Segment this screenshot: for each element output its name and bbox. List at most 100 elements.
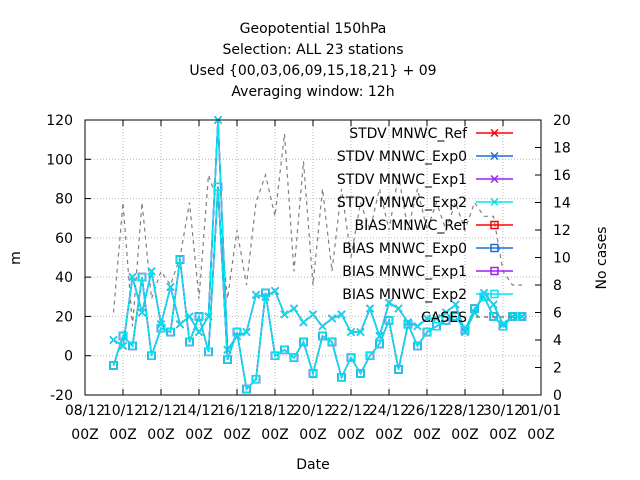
data-point xyxy=(451,300,460,309)
legend-marker xyxy=(490,243,499,253)
legend-entry: BIAS MNWC_Exp1 xyxy=(342,264,513,280)
x-tick-label-date: 18/12 xyxy=(255,403,295,419)
data-point xyxy=(232,327,242,337)
x-tick-label-date: 28/12 xyxy=(445,403,485,419)
data-point xyxy=(166,327,175,337)
x-tick-label-hour: 00Z xyxy=(527,427,554,443)
data-point xyxy=(308,369,318,378)
legend-entry: BIAS MNWC_Exp0 xyxy=(342,241,513,257)
chart-title: Geopotential 150hPa Selection: ALL 23 st… xyxy=(189,21,436,100)
legend-label: BIAS MNWC_Exp0 xyxy=(342,241,467,257)
y2-tick-label: 20 xyxy=(553,113,571,129)
marker-stroke xyxy=(490,151,499,161)
marker-stroke xyxy=(194,328,204,337)
x-tick-label-hour: 00Z xyxy=(413,427,440,443)
data-point xyxy=(289,353,299,362)
marker-stroke xyxy=(337,310,346,319)
x-tick-label-hour: 00Z xyxy=(71,427,98,443)
data-point xyxy=(109,361,118,370)
data-point xyxy=(460,325,470,335)
y2-tick-label: 14 xyxy=(553,196,571,212)
marker-stroke xyxy=(451,300,460,309)
marker-stroke xyxy=(490,197,499,207)
legend-label: STDV MNWC_Exp0 xyxy=(337,149,467,165)
data-point xyxy=(280,345,289,355)
marker-stroke xyxy=(280,310,289,319)
marker-stroke xyxy=(490,128,499,138)
data-point xyxy=(451,312,460,321)
data-point xyxy=(299,318,308,327)
data-point xyxy=(422,314,432,323)
data-point xyxy=(128,273,137,282)
legend-entry: BIAS MNWC_Ref xyxy=(355,218,513,234)
data-point xyxy=(422,327,432,337)
data-point xyxy=(299,337,308,347)
x-tick-label-hour: 00Z xyxy=(489,427,516,443)
data-point xyxy=(394,365,403,374)
y2-tick-label: 4 xyxy=(553,333,562,349)
y-tick-label: 100 xyxy=(46,152,73,168)
y2-tick-label: 12 xyxy=(553,223,571,239)
y-tick-label: 60 xyxy=(55,231,73,247)
data-point xyxy=(318,331,327,341)
marker-stroke xyxy=(308,310,318,319)
y2-tick-label: 0 xyxy=(553,388,562,404)
marker-stroke xyxy=(432,314,441,323)
data-point xyxy=(213,182,223,192)
data-point xyxy=(346,328,356,337)
marker-stroke xyxy=(109,335,118,345)
data-point xyxy=(147,351,156,360)
x-tick-label-date: 22/12 xyxy=(331,403,371,419)
data-point xyxy=(365,351,375,360)
data-point xyxy=(194,312,204,321)
marker-stroke xyxy=(147,267,156,276)
marker-stroke xyxy=(490,174,499,184)
data-point xyxy=(242,328,251,337)
data-point xyxy=(460,328,470,337)
data-point xyxy=(470,304,479,313)
x-tick-label-date: 16/12 xyxy=(217,403,257,419)
x-tick-label-hour: 00Z xyxy=(261,427,288,443)
data-point xyxy=(166,282,175,291)
data-point xyxy=(441,308,451,317)
data-point xyxy=(156,323,166,333)
data-point xyxy=(346,353,356,362)
plot-frame xyxy=(84,119,542,396)
legend-label: CASES xyxy=(421,310,467,326)
data-point xyxy=(432,322,441,331)
data-point xyxy=(242,384,251,394)
data-point xyxy=(375,339,384,349)
series-line xyxy=(112,186,522,391)
data-point xyxy=(384,316,394,325)
x-tick-label-date: 24/12 xyxy=(369,403,409,419)
marker-stroke xyxy=(251,290,261,299)
data-point xyxy=(109,335,118,345)
data-point xyxy=(403,318,413,327)
data-point xyxy=(194,328,204,337)
marker-stroke xyxy=(498,320,508,329)
marker-stroke xyxy=(166,282,175,291)
data-point xyxy=(327,337,337,347)
series-bias-mnwc-exp2 xyxy=(109,182,527,394)
legend-entry: STDV MNWC_Exp1 xyxy=(337,172,513,188)
marker-stroke xyxy=(289,304,299,313)
data-point xyxy=(384,298,394,307)
legend-label: BIAS MNWC_Ref xyxy=(355,218,469,234)
data-point xyxy=(308,310,318,319)
legend-marker xyxy=(490,289,499,299)
y2-tick-label: 10 xyxy=(553,251,571,267)
data-point xyxy=(289,304,299,313)
legend-marker xyxy=(490,266,499,276)
y-tick-label: 40 xyxy=(55,270,73,286)
data-point xyxy=(517,312,527,321)
data-point xyxy=(489,312,498,321)
marker-stroke xyxy=(356,328,365,337)
x-tick-label-date: 26/12 xyxy=(407,403,447,419)
legend-entry: STDV MNWC_Ref xyxy=(349,126,513,142)
axis-ticks: 08/1200Z10/1200Z12/1200Z14/1200Z16/1200Z… xyxy=(46,113,571,443)
legend-marker xyxy=(490,197,499,207)
legend-label: STDV MNWC_Ref xyxy=(349,126,468,142)
data-point xyxy=(403,320,413,329)
data-point xyxy=(394,304,403,313)
